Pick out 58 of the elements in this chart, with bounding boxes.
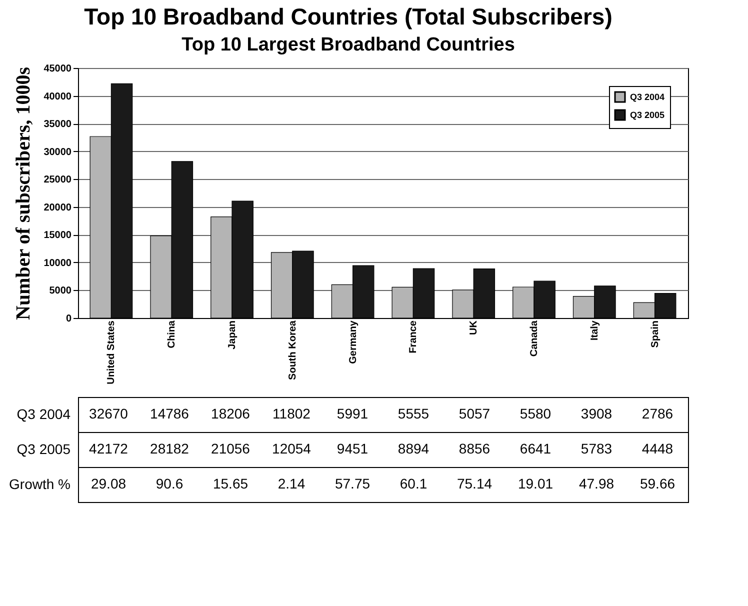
- data-label: 2786: [642, 406, 674, 422]
- text: Q3 2004: [16, 406, 70, 422]
- x-tick-label: Spain: [650, 320, 661, 348]
- x-tick-label: South Korea: [287, 320, 298, 380]
- data-label: 3908: [580, 406, 612, 422]
- data-label: 5057: [458, 406, 490, 422]
- text: 15.65: [212, 476, 248, 492]
- y-tick-label: 20000: [44, 202, 72, 214]
- data-label: 18206: [211, 406, 250, 422]
- text: 29.08: [90, 476, 126, 492]
- data-label: 5991: [336, 406, 368, 422]
- x-tick-label: Italy: [589, 320, 600, 341]
- y-tick-label: 15000: [44, 230, 72, 242]
- data-label: 42172: [89, 440, 128, 456]
- y-tick-label: 25000: [44, 174, 72, 186]
- text: 90.6: [156, 476, 184, 492]
- data-label: 14786: [150, 406, 190, 422]
- legend-label: Q3 2004: [630, 92, 665, 102]
- data-label: 6641: [520, 440, 552, 456]
- y-tick-label: 0: [66, 314, 72, 324]
- chart-title: Top 10 Broadband Countries (Total Subscribers): [84, 4, 612, 30]
- legend-label: Q3 2005: [630, 110, 665, 120]
- data-label: 12054: [272, 440, 312, 456]
- data-label: 11802: [272, 406, 311, 422]
- data-label: 8894: [398, 440, 430, 456]
- data-label: 9451: [336, 440, 368, 456]
- x-tick-label: Canada: [528, 320, 540, 357]
- y-tick-label: 5000: [49, 286, 72, 297]
- text: 2.14: [278, 476, 306, 492]
- data-label: 21056: [211, 440, 250, 456]
- y-tick-label: 45000: [44, 64, 72, 74]
- x-tick-label: Germany: [348, 320, 359, 364]
- x-tick-label: UK: [468, 320, 480, 335]
- y-tick-label: 30000: [44, 146, 72, 158]
- data-label: 5555: [398, 406, 430, 422]
- text: 75.14: [456, 476, 492, 492]
- text: 60.1: [400, 476, 428, 492]
- text: 59.66: [640, 476, 676, 492]
- text: 47.98: [578, 476, 614, 492]
- y-tick-label: 35000: [44, 119, 72, 130]
- text: Growth %: [9, 476, 70, 492]
- y-tick-label: 10000: [44, 258, 72, 269]
- data-label: 8856: [458, 440, 490, 456]
- text: 57.75: [334, 476, 370, 492]
- chart-subtitle: Top 10 Largest Broadband Countries: [182, 34, 515, 56]
- x-tick-label: France: [408, 320, 420, 354]
- x-tick-label: United States: [106, 320, 118, 384]
- text: 19.01: [518, 476, 554, 492]
- data-label: 4448: [642, 440, 674, 456]
- text: Q3 2005: [16, 441, 70, 457]
- data-label: 5783: [580, 440, 612, 456]
- y-tick-label: 40000: [44, 91, 72, 102]
- data-label: 5580: [520, 406, 552, 422]
- data-label: 28182: [150, 440, 190, 456]
- x-tick-label: China: [166, 320, 178, 348]
- data-label: 32670: [89, 406, 128, 422]
- y-axis-title: Number of subscribers, 1000s: [12, 66, 35, 320]
- x-tick-label: Japan: [227, 320, 238, 350]
